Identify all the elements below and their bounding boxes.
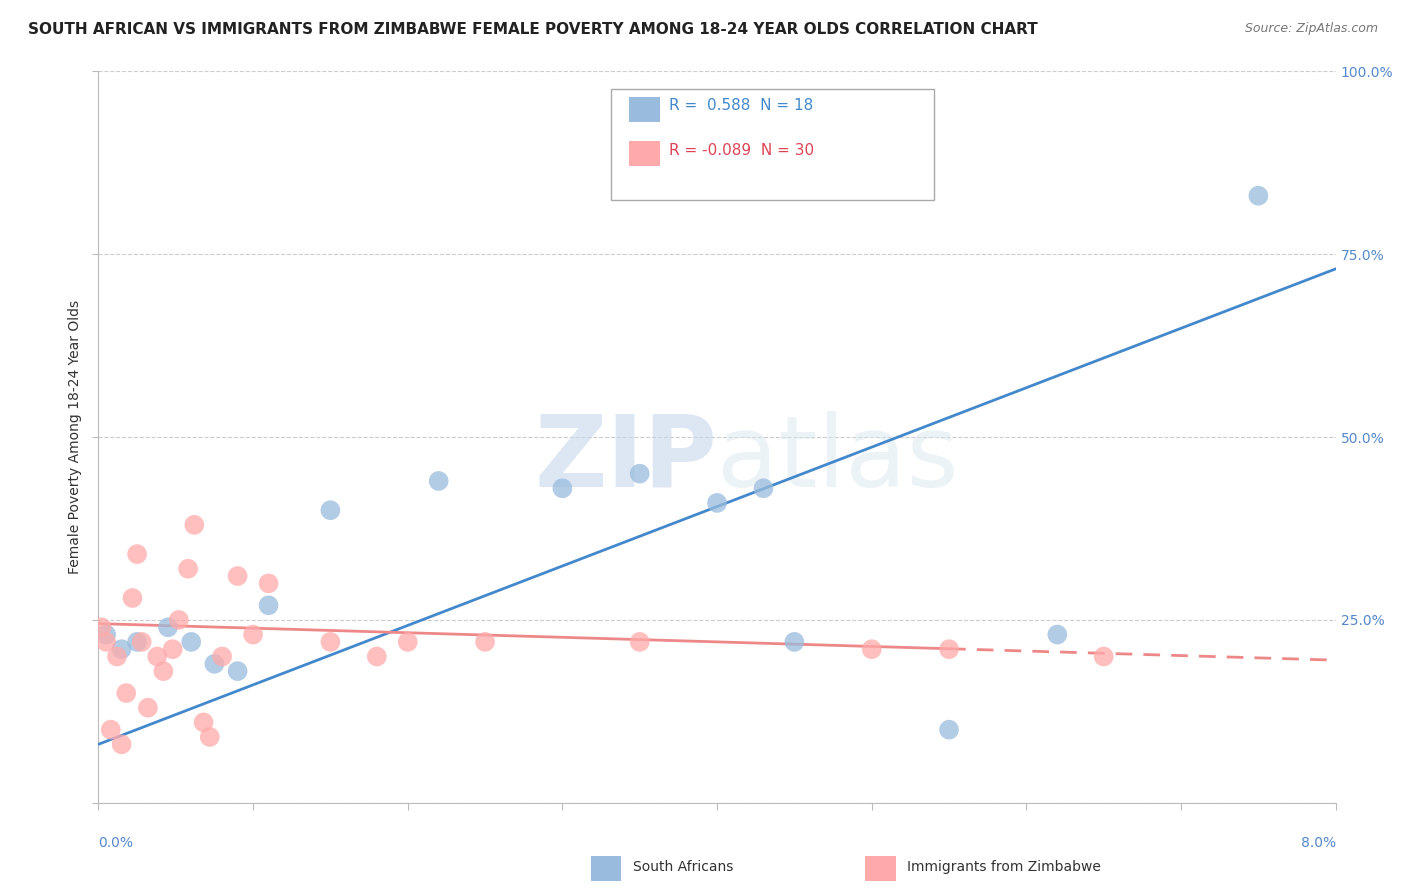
Point bbox=[1247, 188, 1270, 202]
Point bbox=[105, 649, 128, 664]
Point bbox=[100, 723, 122, 737]
Point bbox=[198, 730, 221, 744]
Text: R =  0.588  N = 18: R = 0.588 N = 18 bbox=[669, 98, 813, 113]
Point bbox=[242, 627, 264, 641]
Point bbox=[257, 599, 280, 613]
Text: SOUTH AFRICAN VS IMMIGRANTS FROM ZIMBABWE FEMALE POVERTY AMONG 18-24 YEAR OLDS C: SOUTH AFRICAN VS IMMIGRANTS FROM ZIMBABW… bbox=[28, 22, 1038, 37]
Y-axis label: Female Poverty Among 18-24 Year Olds: Female Poverty Among 18-24 Year Olds bbox=[67, 300, 82, 574]
Point bbox=[90, 620, 112, 634]
Point bbox=[938, 723, 960, 737]
Point bbox=[783, 635, 806, 649]
Point bbox=[319, 635, 342, 649]
Point bbox=[177, 562, 200, 576]
Point bbox=[162, 642, 184, 657]
Point bbox=[628, 467, 651, 481]
Point bbox=[115, 686, 138, 700]
Point bbox=[131, 635, 153, 649]
Text: ZIP: ZIP bbox=[534, 410, 717, 508]
Point bbox=[628, 635, 651, 649]
Point bbox=[396, 635, 419, 649]
Text: Source: ZipAtlas.com: Source: ZipAtlas.com bbox=[1244, 22, 1378, 36]
Point bbox=[257, 576, 280, 591]
Text: South Africans: South Africans bbox=[633, 860, 733, 874]
Point bbox=[157, 620, 180, 634]
Point bbox=[366, 649, 388, 664]
Point bbox=[211, 649, 233, 664]
Point bbox=[860, 642, 883, 657]
Point bbox=[204, 657, 226, 671]
Text: 0.0%: 0.0% bbox=[98, 836, 134, 850]
Point bbox=[127, 635, 149, 649]
Text: 8.0%: 8.0% bbox=[1301, 836, 1336, 850]
Point bbox=[96, 627, 118, 641]
Point bbox=[127, 547, 149, 561]
Text: Immigrants from Zimbabwe: Immigrants from Zimbabwe bbox=[907, 860, 1101, 874]
Text: R = -0.089  N = 30: R = -0.089 N = 30 bbox=[669, 143, 814, 158]
Text: atlas: atlas bbox=[717, 410, 959, 508]
Point bbox=[427, 474, 450, 488]
Point bbox=[226, 569, 249, 583]
Point bbox=[706, 496, 728, 510]
Point bbox=[152, 664, 174, 678]
Point bbox=[146, 649, 169, 664]
Point bbox=[111, 737, 134, 751]
Point bbox=[180, 635, 202, 649]
Point bbox=[167, 613, 190, 627]
Point bbox=[1046, 627, 1069, 641]
Point bbox=[136, 700, 159, 714]
Point bbox=[193, 715, 215, 730]
Point bbox=[111, 642, 134, 657]
Point bbox=[551, 481, 574, 495]
Point bbox=[474, 635, 496, 649]
Point bbox=[121, 591, 143, 605]
Point bbox=[96, 635, 118, 649]
Point bbox=[752, 481, 775, 495]
Point bbox=[319, 503, 342, 517]
Point bbox=[938, 642, 960, 657]
Point bbox=[183, 517, 205, 532]
Point bbox=[226, 664, 249, 678]
Point bbox=[1092, 649, 1115, 664]
